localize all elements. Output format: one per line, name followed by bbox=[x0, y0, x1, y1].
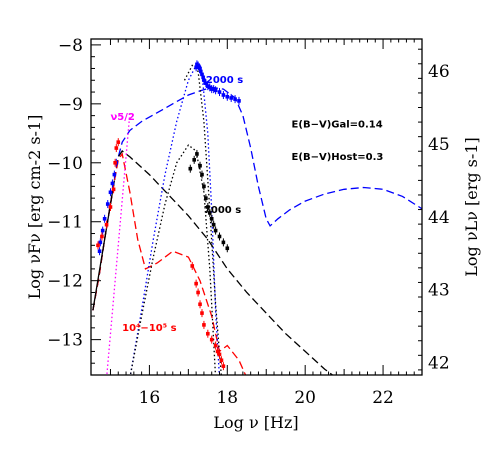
data-point-blue_pts bbox=[207, 83, 212, 92]
data-point-red_late_pts bbox=[213, 341, 218, 350]
x-tick-label: 22 bbox=[372, 388, 394, 408]
data-point-red_pts bbox=[96, 241, 100, 250]
data-point-red_pts bbox=[113, 158, 117, 167]
data-point-black_pts bbox=[225, 244, 230, 253]
data-point-red_late_pts bbox=[198, 300, 202, 309]
data-point-red_late_pts bbox=[200, 309, 204, 318]
data-point-blue_pts bbox=[202, 76, 206, 85]
data-point-black_pts bbox=[206, 203, 210, 211]
data-point-red_pts bbox=[100, 232, 104, 241]
series-solid_black bbox=[92, 180, 116, 311]
y-right-tick-label: 46 bbox=[428, 62, 450, 82]
data-point-black_pts bbox=[221, 238, 226, 247]
annotation-ebv_host: E(B−V)Host=0.3 bbox=[292, 152, 384, 163]
x-tick-label: 20 bbox=[294, 388, 316, 408]
data-point-red_late_pts bbox=[202, 320, 206, 329]
annotation-t2000: 2000 s bbox=[206, 75, 243, 86]
data-point-black_pts bbox=[209, 214, 214, 223]
data-point-blue_pts bbox=[110, 179, 115, 188]
data-point-red_late_pts bbox=[215, 347, 220, 356]
data-point-red_late_pts bbox=[217, 350, 222, 359]
data-point-blue_pts bbox=[97, 247, 102, 256]
x-tick-label: 16 bbox=[139, 388, 161, 408]
data-point-blue_pts bbox=[221, 91, 226, 99]
data-point-red_pts bbox=[116, 138, 121, 147]
data-point-red_late_pts bbox=[209, 335, 214, 344]
data-point-black_pts bbox=[198, 161, 202, 170]
y-axis-title: Log νFν [erg cm-2 s-1] bbox=[25, 115, 44, 300]
y-right-tick-label: 42 bbox=[428, 354, 450, 374]
data-point-red_late_pts bbox=[206, 329, 210, 338]
data-point-black_pts bbox=[204, 194, 208, 203]
series-black_model bbox=[92, 150, 334, 375]
annotation-nu_label: ν5/2 bbox=[110, 112, 134, 123]
data-point-blue_pts bbox=[204, 79, 208, 88]
y-tick-label: −8 bbox=[58, 36, 83, 56]
data-point-blue_pts bbox=[98, 238, 103, 247]
series-black_dotted2 bbox=[183, 64, 222, 375]
series-layer bbox=[92, 64, 422, 375]
data-point-black_pts bbox=[195, 149, 199, 158]
data-point-black_pts bbox=[192, 155, 196, 164]
data-point-black_pts bbox=[188, 164, 193, 173]
data-point-red_late_pts bbox=[190, 261, 195, 270]
data-point-blue_pts bbox=[206, 82, 210, 91]
plot-frame bbox=[90, 38, 423, 376]
y-axis-right-title: Log νLν [erg s-1] bbox=[462, 137, 481, 276]
y-right-tick-label: 43 bbox=[428, 281, 450, 301]
data-point-blue_pts bbox=[233, 95, 237, 104]
data-point-blue_pts bbox=[211, 85, 216, 94]
series-magenta_dotted bbox=[106, 112, 131, 375]
data-point-red_pts bbox=[111, 185, 116, 194]
series-blue_dotted bbox=[129, 64, 220, 375]
y-tick-label: −12 bbox=[47, 272, 83, 292]
data-point-black_pts bbox=[211, 220, 216, 229]
data-point-black_pts bbox=[200, 170, 204, 179]
data-point-blue_pts bbox=[108, 188, 113, 197]
y-right-tick-label: 45 bbox=[428, 135, 450, 155]
data-point-blue_pts bbox=[105, 200, 110, 209]
data-point-black_pts bbox=[202, 182, 206, 191]
data-point-red_pts bbox=[108, 203, 113, 211]
data-point-red_late_pts bbox=[219, 356, 224, 365]
ticks-layer: 16 18 20 22 −8 −9 −10 −11 −12 −13 42 43 44 45 46 bbox=[47, 36, 450, 408]
series-black_dotted1 bbox=[129, 144, 217, 375]
data-point-blue_pts bbox=[100, 226, 105, 235]
data-point-red_late_pts bbox=[196, 288, 200, 297]
data-point-blue_pts bbox=[229, 93, 233, 102]
data-point-blue_pts bbox=[102, 214, 107, 223]
annotation-ebv_gal: E(B−V)Gal=0.14 bbox=[292, 119, 383, 130]
data-point-black_pts bbox=[207, 208, 212, 217]
y-tick-label: −11 bbox=[47, 213, 83, 233]
data-point-red_late_pts bbox=[194, 279, 198, 288]
data-point-red_late_pts bbox=[221, 362, 226, 371]
data-point-blue_pts bbox=[209, 85, 214, 94]
data-point-red_pts bbox=[114, 144, 119, 153]
data-point-black_pts bbox=[217, 232, 222, 241]
data-point-blue_pts bbox=[217, 88, 222, 97]
x-axis-title: Log ν [Hz] bbox=[213, 413, 298, 432]
annotation-tlate: 10⁴−10⁵ s bbox=[122, 323, 176, 334]
x-tick-label: 18 bbox=[216, 388, 238, 408]
y-tick-label: −9 bbox=[58, 95, 83, 115]
data-point-blue_pts bbox=[225, 92, 230, 101]
y-right-tick-label: 44 bbox=[428, 208, 450, 228]
annotations-layer: 2000 s 7000 s 10⁴−10⁵ s E(B−V)Gal=0.14 E(B−V… bbox=[110, 75, 383, 334]
data-point-blue_pts bbox=[237, 96, 241, 105]
data-point-black_pts bbox=[213, 226, 218, 235]
data-point-red_pts bbox=[104, 220, 109, 229]
annotation-t7000: 7000 s bbox=[204, 205, 241, 216]
y-tick-label: −13 bbox=[47, 331, 83, 351]
points-layer bbox=[96, 60, 241, 371]
data-point-blue_pts bbox=[112, 170, 117, 179]
data-point-blue_pts bbox=[213, 86, 218, 95]
y-tick-label: −10 bbox=[47, 154, 83, 174]
